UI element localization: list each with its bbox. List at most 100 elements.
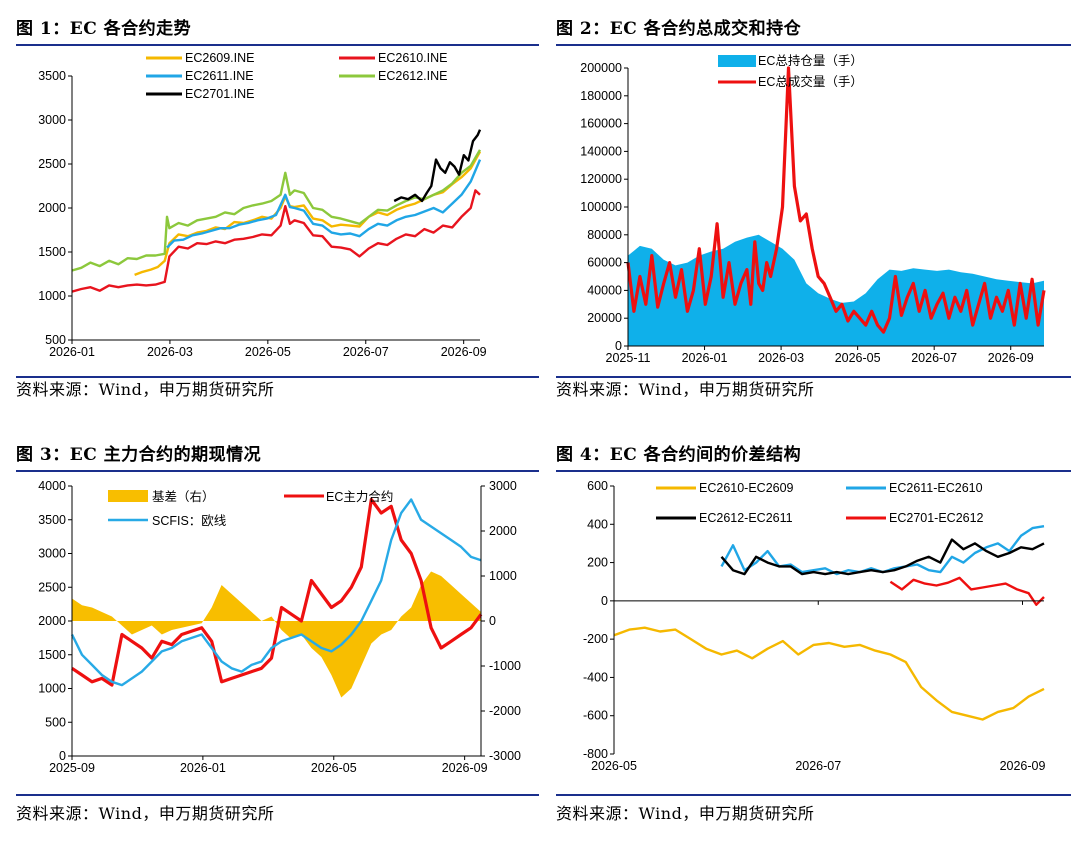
chart-basis: 0 500 1000 1500 2000 2500 3000 3500 4000 -3000 -20… [38, 479, 521, 775]
y2-tick-label: 2000 [489, 524, 517, 538]
title-rule [556, 470, 1071, 472]
series-area-0 [628, 234, 1044, 346]
panel-2: 图 2：EC 各合约总成交和持仓 0 20000 40000 60000 80000 10… [556, 14, 1071, 404]
source-note: 资料来源：Wind，申万期货研究所 [16, 380, 275, 399]
legend-label: 基差（右） [152, 489, 215, 504]
y-tick-label: 500 [45, 715, 66, 729]
series-line-3 [889, 576, 1045, 606]
source-rule [16, 376, 539, 378]
x-tick-label: 2026-09 [442, 761, 488, 775]
y-tick-label: 2000 [38, 201, 66, 215]
x-tick-label: 2026-01 [180, 761, 226, 775]
legend-swatch [718, 55, 756, 67]
x-tick-label: 2026-05 [245, 345, 291, 359]
y-tick-label: 180000 [580, 89, 622, 103]
x-tick-label: 2026-05 [311, 761, 357, 775]
y-tick-label: 1500 [38, 245, 66, 259]
y-tick-label: 4000 [38, 479, 66, 493]
y-tick-label: -600 [583, 709, 608, 723]
y-tick-label: 2000 [38, 614, 66, 628]
chart-ec-contracts: 500 1000 1500 2000 2500 3000 3500 2026-01 2026-0… [38, 51, 487, 359]
series-line-2 [720, 538, 1045, 576]
y2-tick-label: 0 [489, 614, 496, 628]
source-note: 资料来源：Wind，申万期货研究所 [556, 804, 815, 823]
y-tick-label: 2500 [38, 580, 66, 594]
series-line-0 [613, 626, 1045, 721]
y-tick-label: 400 [587, 517, 608, 531]
y-tick-label: 20000 [587, 311, 622, 325]
legend-label: EC2611.INE [185, 69, 254, 83]
x-tick-label: 2026-01 [49, 345, 95, 359]
y-tick-label: 1500 [38, 648, 66, 662]
panel-1: 图 1：EC 各合约走势 500 1000 1500 2000 2500 3000 3500… [16, 14, 539, 404]
panel-4: 图 4：EC 各合约间的价差结构 -800 -600 -400 -200 0 200 400… [556, 440, 1071, 835]
y-tick-label: 3000 [38, 113, 66, 127]
x-tick-label: 2026-09 [441, 345, 487, 359]
title-rule [16, 44, 539, 46]
y-tick-label: 200000 [580, 61, 622, 75]
x-tick-label: 2026-07 [343, 345, 389, 359]
legend-label: EC2701.INE [185, 87, 254, 101]
y2-tick-label: 3000 [489, 479, 517, 493]
y-tick-label: 0 [615, 339, 622, 353]
panel-3: 图 3：EC 主力合约的期现情况 0 500 1000 1500 2000 2500 300… [16, 440, 539, 835]
chart-spreads: -800 -600 -400 -200 0 200 400 600 2026-05 2026-07… [583, 479, 1046, 773]
x-tick-label: 2026-01 [682, 351, 728, 365]
y2-tick-label: 1000 [489, 569, 517, 583]
y-tick-label: 120000 [580, 172, 622, 186]
x-tick-label: 2026-07 [795, 759, 841, 773]
legend-label: EC2611-EC2610 [889, 481, 983, 495]
legend-label: EC2612.INE [378, 69, 447, 83]
x-tick-label: 2026-09 [1000, 759, 1046, 773]
source-rule [556, 376, 1071, 378]
y-tick-label: 100000 [580, 200, 622, 214]
legend-label: EC2701-EC2612 [889, 511, 984, 525]
series-line-2 [70, 498, 482, 687]
source-rule [556, 794, 1071, 796]
x-tick-label: 2026-05 [591, 759, 637, 773]
legend-label: SCFIS：欧线 [152, 514, 227, 528]
x-tick-label: 2026-05 [835, 351, 881, 365]
x-tick-label: 2026-09 [988, 351, 1034, 365]
y-tick-label: 1000 [38, 289, 66, 303]
y2-tick-label: -1000 [489, 659, 521, 673]
panel-title: 图 4：EC 各合约间的价差结构 [556, 445, 802, 465]
panel-title: 图 3：EC 主力合约的期现情况 [16, 445, 262, 465]
legend-label: EC2610-EC2609 [699, 481, 794, 495]
y2-tick-label: -3000 [489, 749, 521, 763]
y-tick-label: 0 [601, 594, 608, 608]
y-tick-label: -200 [583, 632, 608, 646]
y-tick-label: 160000 [580, 117, 622, 131]
y-tick-label: 140000 [580, 144, 622, 158]
legend-label: EC2612-EC2611 [699, 511, 793, 525]
title-rule [16, 470, 539, 472]
y-tick-label: 3500 [38, 513, 66, 527]
chart-volume-openinterest: 0 20000 40000 60000 80000 100000 120000 140000 1… [580, 53, 1046, 365]
x-tick-label: 2025-11 [606, 351, 651, 365]
y-tick-label: 0 [59, 749, 66, 763]
legend-label: EC2609.INE [185, 51, 254, 65]
y-tick-label: 600 [587, 479, 608, 493]
title-rule [556, 44, 1071, 46]
series-area-0 [72, 571, 481, 698]
series-line-1 [720, 525, 1045, 576]
series-line-1 [71, 497, 483, 687]
y-tick-label: 500 [45, 333, 66, 347]
series-line-1 [626, 66, 1046, 334]
x-tick-label: 2026-03 [147, 345, 193, 359]
legend-swatch [108, 490, 148, 502]
y-tick-label: -400 [583, 670, 608, 684]
series-line-1 [71, 189, 481, 293]
y-tick-label: 80000 [587, 228, 622, 242]
series-line-0 [134, 151, 482, 277]
source-note: 资料来源：Wind，申万期货研究所 [16, 804, 275, 823]
source-note: 资料来源：Wind，申万期货研究所 [556, 380, 815, 399]
series-line-3 [71, 149, 482, 272]
panel-title: 图 2：EC 各合约总成交和持仓 [556, 19, 802, 39]
panel-title: 图 1：EC 各合约走势 [16, 19, 192, 39]
y-tick-label: 3000 [38, 547, 66, 561]
legend-label: EC主力合约 [326, 489, 393, 504]
y-tick-label: 40000 [587, 283, 622, 297]
legend-label: EC2610.INE [378, 51, 447, 65]
legend-label: EC总成交量（手） [758, 74, 863, 89]
